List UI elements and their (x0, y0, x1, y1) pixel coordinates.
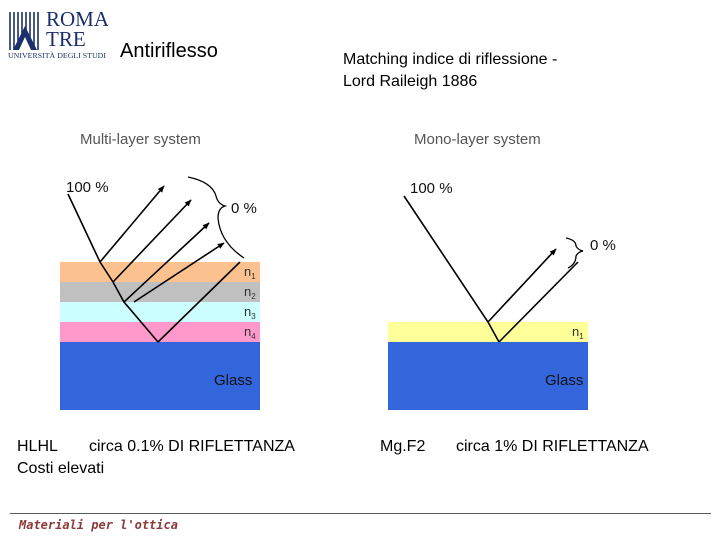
multilayer-caption-cost: Costi elevati (17, 460, 105, 477)
layer-label-n1-mono: n1 (572, 324, 584, 341)
glass-substrate (60, 342, 260, 410)
university-logo: ROMA TRE UNIVERSITÀ DEGLI STUDI (8, 6, 108, 62)
footer-divider (10, 513, 711, 514)
monolayer-caption-material: Mg.F2 (380, 438, 426, 455)
reflected-ray-4 (133, 242, 225, 303)
incident-ray-mono (403, 195, 500, 343)
roma-tre-logo-icon (8, 10, 42, 52)
glass-label-mono: Glass (545, 372, 583, 389)
reflected-label: 0 % (231, 200, 257, 217)
slide-subtitle: Matching indice di riflessione - Lord Ra… (343, 49, 557, 93)
subtitle-line1: Matching indice di riflessione - (343, 51, 558, 68)
logo-line1: ROMA (46, 7, 108, 31)
footer-text: Materiali per l'ottica (19, 518, 178, 532)
monolayer-heading: Mono-layer system (414, 131, 541, 148)
reflected-ray-1 (99, 185, 165, 263)
reflection-brace-mono (565, 237, 584, 269)
subtitle-line2: Lord Raileigh 1886 (343, 73, 478, 90)
multilayer-heading: Multi-layer system (80, 131, 201, 148)
layer-label-n3: n3 (244, 304, 256, 321)
logo-line2: TRE (46, 27, 86, 51)
multilayer-caption-hlhl: HLHL (17, 438, 58, 455)
glass-label: Glass (214, 372, 252, 389)
reflection-brace (187, 176, 245, 259)
reflected-ray-mono-1 (487, 248, 557, 323)
logo-line3: UNIVERSITÀ DEGLI STUDI (8, 52, 107, 60)
reflected-ray-3 (123, 222, 210, 303)
layer-label-n1: n1 (244, 264, 256, 281)
reflected-ray-2 (112, 199, 192, 283)
incident-label: 100 % (66, 179, 109, 196)
layer-n1-mono (388, 322, 588, 342)
slide-title: Antiriflesso (120, 40, 218, 62)
layer-label-n2: n2 (244, 284, 256, 301)
layer-n3 (60, 302, 260, 322)
incident-label-mono: 100 % (410, 180, 453, 197)
multilayer-system: Multi-layer system n1 n2 n3 n4 Glass 100… (60, 131, 260, 410)
layer-n4 (60, 322, 260, 342)
multilayer-caption-reflectance: circa 0.1% DI RIFLETTANZA (89, 438, 295, 455)
glass-substrate-mono (388, 342, 588, 410)
monolayer-caption-reflectance: circa 1% DI RIFLETTANZA (456, 438, 649, 455)
reflected-ray-5 (157, 261, 241, 343)
reflected-ray-mono-2 (498, 261, 579, 343)
layer-label-n4: n4 (244, 324, 256, 341)
reflected-label-mono: 0 % (590, 237, 616, 254)
monolayer-system: Mono-layer system n1 Glass 100 % 0 % (388, 131, 616, 410)
layer-n2 (60, 282, 260, 302)
